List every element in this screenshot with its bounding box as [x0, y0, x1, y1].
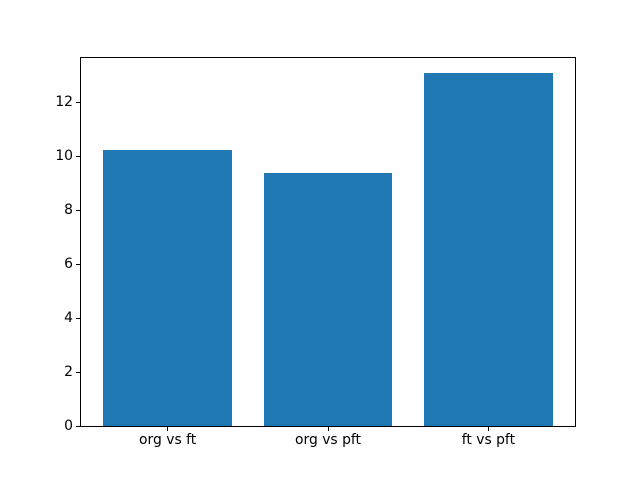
- y-tick-mark: [76, 101, 80, 103]
- y-tick-label: 2: [64, 363, 73, 380]
- bar: [424, 73, 553, 426]
- x-tick-label: ft vs pft: [461, 432, 516, 448]
- y-tick-mark: [76, 155, 80, 157]
- y-tick-label: 12: [55, 93, 73, 110]
- y-tick-mark: [76, 371, 80, 373]
- x-tick-mark: [327, 427, 329, 431]
- y-tick-label: 4: [64, 309, 73, 326]
- y-tick-mark: [76, 317, 80, 319]
- y-tick-mark: [76, 425, 80, 427]
- y-tick-label: 0: [64, 417, 73, 434]
- y-tick-mark: [76, 209, 80, 211]
- y-tick-label: 8: [64, 201, 73, 218]
- x-tick-label: org vs pft: [295, 432, 361, 448]
- x-tick-mark: [487, 427, 489, 431]
- y-tick-mark: [76, 263, 80, 265]
- y-tick-label: 10: [55, 147, 73, 164]
- y-tick-label: 6: [64, 255, 73, 272]
- plot-area: [80, 57, 576, 427]
- x-tick-mark: [167, 427, 169, 431]
- bar: [103, 149, 232, 426]
- bar: [263, 173, 393, 426]
- x-tick-label: org vs ft: [139, 432, 197, 448]
